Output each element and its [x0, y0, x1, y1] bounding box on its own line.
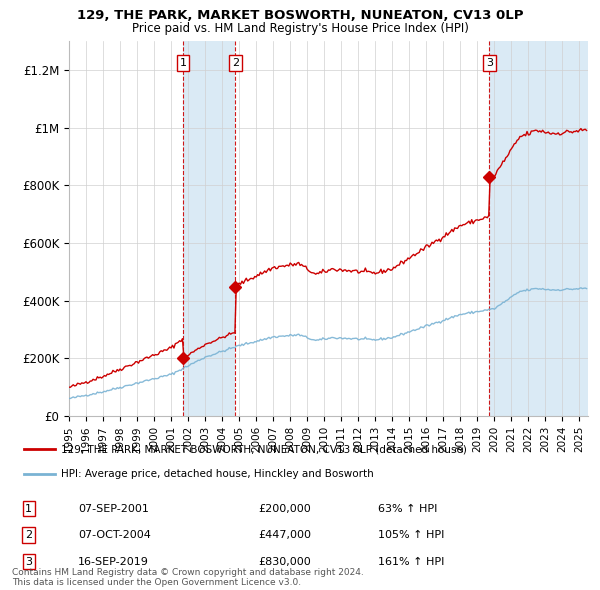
Bar	[183, 41, 235, 416]
Text: 1: 1	[25, 504, 32, 513]
Text: 2: 2	[232, 58, 239, 68]
Text: 105% ↑ HPI: 105% ↑ HPI	[378, 530, 445, 540]
Text: 63% ↑ HPI: 63% ↑ HPI	[378, 504, 437, 513]
Text: £447,000: £447,000	[258, 530, 311, 540]
Text: 129, THE PARK, MARKET BOSWORTH, NUNEATON, CV13 0LP (detached house): 129, THE PARK, MARKET BOSWORTH, NUNEATON…	[61, 444, 467, 454]
Text: 1: 1	[179, 58, 187, 68]
Text: £830,000: £830,000	[258, 557, 311, 566]
Text: Contains HM Land Registry data © Crown copyright and database right 2024.
This d: Contains HM Land Registry data © Crown c…	[12, 568, 364, 587]
Text: 16-SEP-2019: 16-SEP-2019	[78, 557, 149, 566]
Text: HPI: Average price, detached house, Hinckley and Bosworth: HPI: Average price, detached house, Hinc…	[61, 469, 374, 478]
Text: 3: 3	[25, 557, 32, 566]
Text: 161% ↑ HPI: 161% ↑ HPI	[378, 557, 445, 566]
Text: 07-SEP-2001: 07-SEP-2001	[78, 504, 149, 513]
Text: £200,000: £200,000	[258, 504, 311, 513]
Text: 07-OCT-2004: 07-OCT-2004	[78, 530, 151, 540]
Text: 3: 3	[486, 58, 493, 68]
Text: 129, THE PARK, MARKET BOSWORTH, NUNEATON, CV13 0LP: 129, THE PARK, MARKET BOSWORTH, NUNEATON…	[77, 9, 523, 22]
Bar	[490, 41, 588, 416]
Text: 2: 2	[25, 530, 32, 540]
Text: Price paid vs. HM Land Registry's House Price Index (HPI): Price paid vs. HM Land Registry's House …	[131, 22, 469, 35]
